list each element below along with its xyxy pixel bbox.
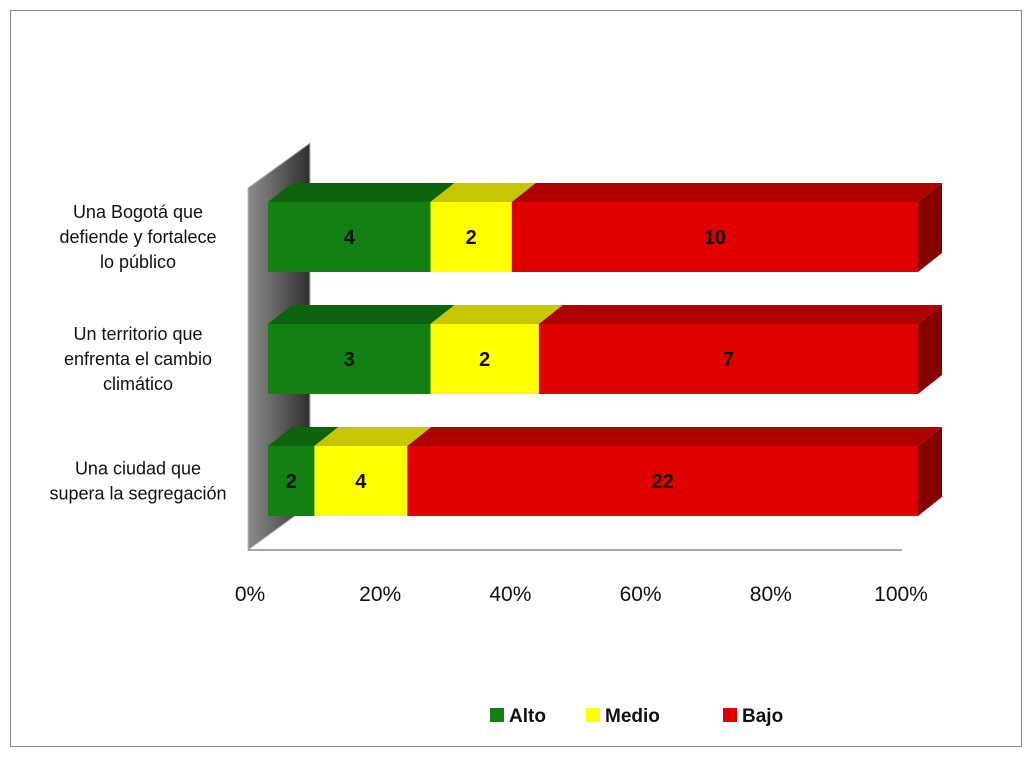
legend-swatch-bajo [723,708,737,722]
category-label: Una ciudad que [75,459,201,479]
bar-alto-1 [268,324,431,394]
bar-top-medio-0 [430,183,536,202]
bar-bajo-2 [407,446,918,516]
bar-alto-2 [268,446,315,516]
bar-top-medio-2 [314,427,432,446]
bar-top-bajo-1 [538,305,942,324]
category-label: enfrenta el cambio [64,349,212,369]
bar-bajo-0 [511,202,918,272]
data-label-bajo-0: 10 [704,227,726,249]
data-label-medio-0: 2 [466,227,477,249]
bar-top-bajo-2 [407,427,942,446]
x-tick-label: 40% [489,583,531,606]
bar-side-0 [918,183,942,272]
category-label: Un territorio que [73,324,202,344]
category-label: defiende y fortalece [59,227,216,247]
category-label: Una Bogotá que [73,202,203,222]
bar-bajo-1 [538,324,918,394]
data-label-bajo-2: 22 [652,471,674,493]
category-label: lo público [100,252,176,272]
bar-top-alto-1 [268,305,455,324]
bar-medio-0 [430,202,512,272]
data-label-bajo-1: 7 [723,349,734,371]
legend-label-medio: Medio [605,706,660,727]
legend-swatch-medio [586,708,600,722]
legend-swatch-alto [490,708,504,722]
x-tick-label: 60% [620,583,662,606]
legend-label-alto: Alto [509,706,546,727]
bar-top-alto-2 [268,427,339,446]
data-label-alto-2: 2 [286,471,297,493]
x-tick-label: 20% [359,583,401,606]
bar-medio-1 [430,324,539,394]
category-label: supera la segregación [49,484,226,504]
x-tick-label: 100% [874,583,928,606]
bar-side-1 [918,305,942,394]
category-label: climático [103,374,173,394]
data-label-medio-2: 4 [355,471,367,493]
data-label-alto-0: 4 [344,227,356,249]
x-tick-label: 80% [750,583,792,606]
bar-top-bajo-0 [511,183,942,202]
data-label-medio-1: 2 [479,349,490,371]
bar-top-alto-0 [268,183,455,202]
bar-top-medio-1 [430,305,563,324]
bar-alto-0 [268,202,431,272]
bar-medio-2 [314,446,408,516]
data-label-alto-1: 3 [344,349,355,371]
x-tick-label: 0% [235,583,265,606]
legend-label-bajo: Bajo [742,706,783,727]
bar-side-2 [918,427,942,516]
